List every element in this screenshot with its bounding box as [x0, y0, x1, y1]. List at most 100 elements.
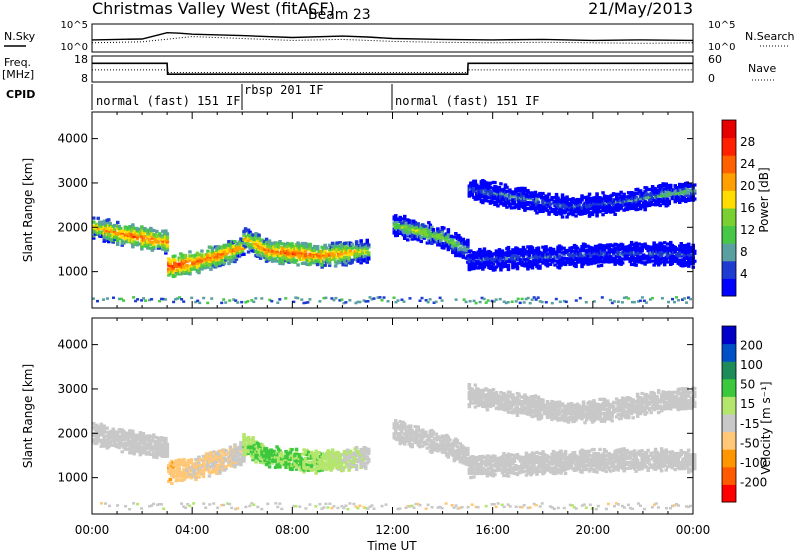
echo-cell	[162, 245, 167, 249]
echo-cell	[574, 214, 578, 218]
echo-cell	[470, 255, 475, 259]
echo-cell	[95, 429, 99, 433]
echo-cell	[512, 200, 517, 204]
echo-cell	[669, 240, 673, 245]
echo-cell	[688, 248, 692, 252]
echo-cell	[354, 242, 359, 246]
echo-cell	[593, 198, 598, 202]
echo-cell	[348, 465, 353, 469]
echo-cell	[568, 252, 572, 256]
echo-cell	[578, 200, 583, 204]
echo-cell	[233, 248, 237, 252]
echo-cell	[116, 238, 120, 242]
ground-scatter-cell	[132, 296, 136, 299]
echo-cell	[662, 263, 667, 267]
noise-search-line	[91, 36, 694, 44]
echo-cell	[506, 253, 511, 258]
echo-cell	[96, 435, 100, 439]
nave-tick-top: 60	[708, 53, 722, 66]
echo-cell	[173, 254, 177, 258]
echo-cell	[266, 459, 270, 463]
echo-cell	[678, 192, 682, 196]
echo-cell	[608, 210, 613, 214]
echo-cell	[230, 464, 234, 468]
echo-cell	[158, 441, 162, 445]
echo-cell	[589, 205, 593, 209]
echo-cell	[147, 438, 152, 442]
echo-cell	[466, 238, 470, 242]
echo-cell	[165, 246, 170, 250]
ground-scatter-cell	[528, 301, 532, 305]
echo-cell	[595, 192, 599, 196]
ground-scatter-cell	[492, 300, 496, 303]
colorbar-swatch	[722, 243, 736, 262]
ground-scatter-cell	[304, 301, 308, 304]
echo-cell	[120, 235, 124, 239]
echo-cell	[254, 456, 258, 460]
echo-cell	[174, 264, 179, 268]
echo-cell	[598, 210, 602, 214]
echo-cell	[475, 187, 479, 191]
echo-cell	[398, 231, 402, 235]
echo-cell	[323, 243, 327, 247]
echo-cell	[431, 432, 436, 436]
echo-cell	[644, 196, 649, 200]
echo-cell	[557, 201, 562, 205]
echo-cell	[613, 262, 617, 266]
echo-cell	[251, 454, 255, 458]
echo-cell	[575, 246, 580, 250]
echo-cell	[305, 462, 309, 466]
echo-cell	[490, 193, 494, 197]
echo-cell	[248, 234, 252, 238]
echo-cell	[173, 258, 177, 262]
echo-cell	[359, 253, 363, 257]
echo-cell	[270, 461, 275, 465]
echo-cell	[228, 445, 233, 449]
echo-cell	[345, 452, 350, 456]
echo-cell	[613, 192, 617, 196]
ground-scatter-cell	[134, 299, 138, 303]
echo-cell	[497, 193, 502, 198]
echo-cell	[293, 462, 297, 466]
echo-cell	[294, 449, 299, 453]
echo-cell	[177, 468, 182, 472]
echo-cell	[658, 194, 662, 198]
ground-scatter-cell	[574, 299, 578, 302]
ground-scatter-cell	[386, 300, 390, 303]
echo-cell	[397, 436, 401, 440]
echo-cell	[364, 464, 368, 468]
echo-cell	[131, 449, 135, 453]
echo-cell	[155, 445, 159, 450]
echo-cell	[469, 265, 473, 269]
echo-cell	[427, 231, 431, 235]
echo-cell	[165, 244, 170, 248]
echo-cell	[218, 254, 222, 258]
echo-cell	[461, 253, 466, 257]
echo-cell	[490, 264, 494, 268]
echo-cell	[200, 249, 204, 253]
echo-cell	[156, 246, 161, 250]
echo-cell	[643, 206, 647, 210]
echo-cell	[553, 263, 557, 267]
ground-scatter-cell	[254, 297, 258, 300]
echo-cell	[201, 256, 206, 260]
echo-cell	[182, 463, 186, 468]
echo-cell	[625, 255, 629, 259]
colorbar-tick-label: 28	[740, 135, 755, 149]
echo-cell	[348, 453, 353, 457]
echo-cell	[227, 262, 231, 266]
echo-cell	[155, 439, 159, 444]
echo-cell	[446, 230, 451, 234]
echo-cell	[354, 445, 359, 450]
echo-cell	[679, 199, 683, 203]
echo-cell	[488, 266, 493, 270]
echo-cell	[404, 226, 408, 230]
echo-cell	[177, 472, 182, 476]
echo-cell	[430, 239, 434, 243]
echo-cell	[421, 436, 425, 440]
echo-cell	[367, 255, 371, 259]
echo-cell	[330, 464, 335, 468]
ground-scatter-cell	[196, 299, 200, 303]
echo-cell	[309, 456, 314, 460]
ground-scatter-cell	[364, 300, 368, 303]
